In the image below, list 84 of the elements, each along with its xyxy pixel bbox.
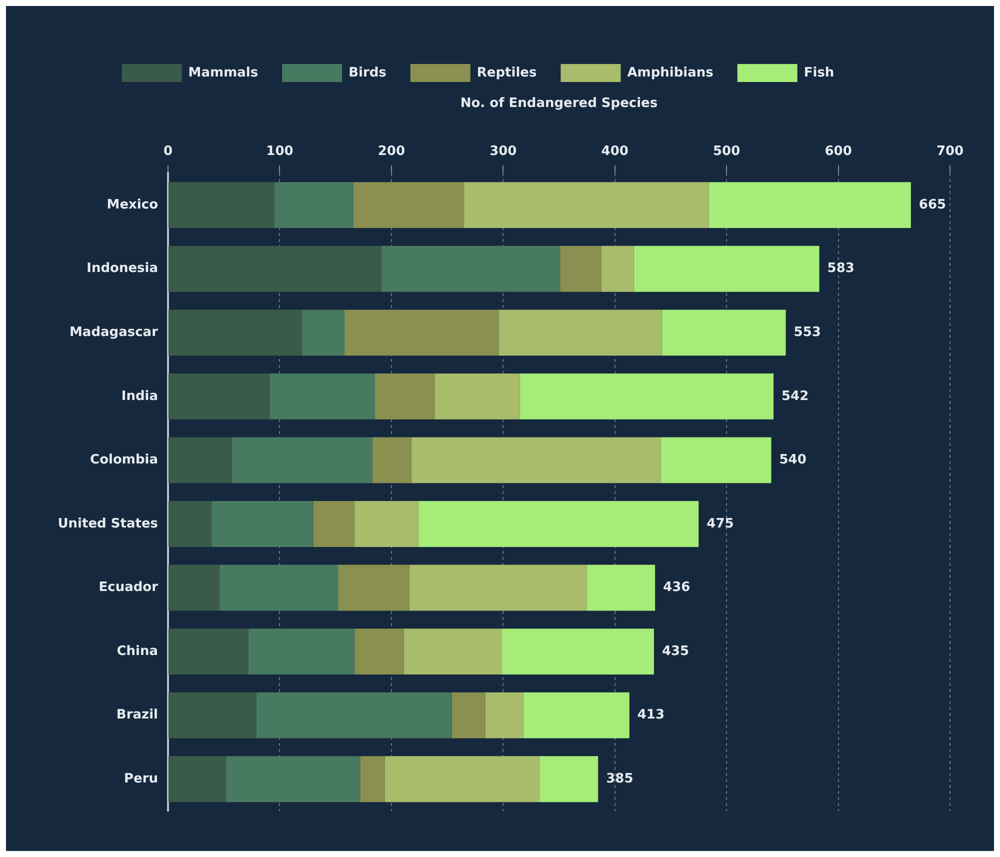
x-tick-label: 200 [378,144,405,159]
bar [344,310,499,356]
bar [485,692,524,738]
total-label: 385 [606,771,634,786]
total-label: 583 [827,261,854,276]
y-tick-label: Ecuador [98,580,159,596]
bar [374,373,435,420]
x-axis-title: No. of Endangered Species [460,96,658,112]
total-label: 435 [662,644,690,659]
bar [404,628,502,675]
total-label: 436 [663,580,690,596]
bar [353,182,464,228]
y-tick-label: Brazil [116,708,158,723]
bar [381,246,560,292]
x-tick-label: 300 [490,144,517,159]
y-tick-label: China [116,644,158,659]
bar [256,692,452,738]
bar [418,501,699,547]
bar [168,628,248,675]
y-tick-label: Peru [124,771,158,786]
bar [168,756,226,802]
bar [168,373,270,420]
legend-label: Mammals [188,65,258,80]
bar [360,756,385,802]
bar [302,310,345,356]
bar [313,501,355,547]
x-tick-label: 500 [713,144,740,159]
legend-label: Amphibians [627,65,714,80]
legend-label: Birds [348,65,387,80]
y-tick-label: Madagascar [70,325,159,340]
bar [354,628,404,675]
bar [168,501,212,547]
bar [409,564,587,611]
bar [168,437,232,484]
bar [372,437,412,484]
bar [212,501,314,547]
total-label: 542 [781,388,809,404]
y-tick-label: Indonesia [86,261,158,276]
x-tick-label: 400 [601,144,628,159]
total-label: 475 [706,516,734,532]
bar [464,182,709,228]
bar [601,246,634,292]
bar [434,373,520,420]
bar [168,310,302,356]
bar [708,182,911,228]
bar [520,373,774,420]
total-label: 413 [637,708,665,723]
bar [168,564,220,611]
x-tick-label: 600 [824,144,852,159]
bar [540,756,598,802]
bar [270,373,375,420]
legend-label: Fish [804,65,834,80]
y-tick-label: United States [58,516,158,532]
bar [662,310,786,356]
bar [168,182,274,228]
bar [232,437,372,484]
bar [660,437,772,484]
bar [498,310,662,356]
bar [634,246,820,292]
bar [354,501,418,547]
bar [219,564,338,611]
bar [226,756,360,802]
y-tick-label: Colombia [90,452,158,468]
bar [248,628,355,675]
bar [586,564,656,611]
bar [502,628,654,675]
bar [560,246,602,292]
y-tick-label: Mexico [106,197,158,212]
total-label: 665 [918,197,946,212]
x-tick-label: 700 [936,144,964,159]
legend-label: Reptiles [476,65,537,80]
total-label: 540 [779,452,806,468]
bar [168,692,256,738]
x-tick-label: 100 [266,144,294,159]
bar [384,756,540,802]
bar [338,564,410,611]
y-tick-label: India [121,388,158,404]
bar [523,692,630,738]
x-tick-label: 0 [163,144,173,159]
bar [274,182,354,228]
bar [168,246,382,292]
bar [452,692,486,738]
bar [412,437,661,484]
total-label: 553 [794,325,821,340]
